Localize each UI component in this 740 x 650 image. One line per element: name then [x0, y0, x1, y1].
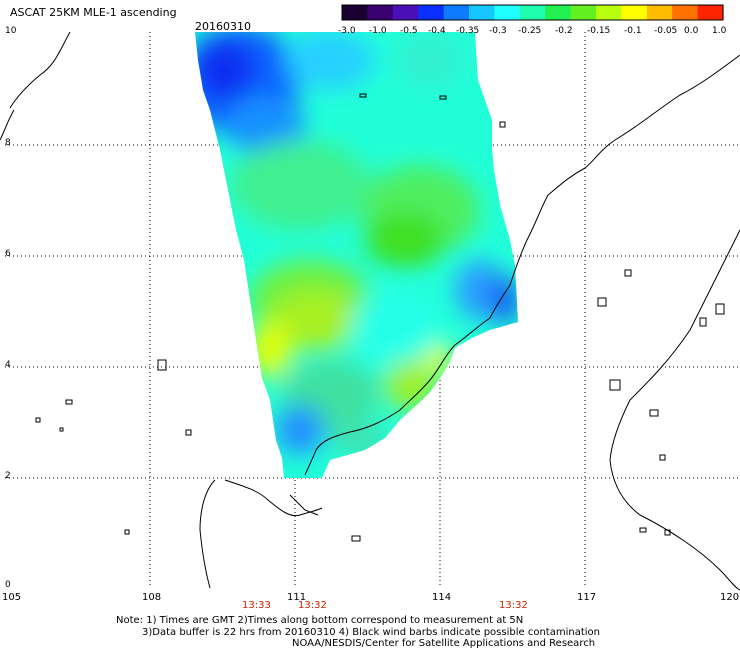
colorbar-tick-label: -0.4: [428, 26, 446, 36]
colorbar-segment: [443, 5, 470, 20]
colorbar-tick-label: -0.35: [456, 26, 480, 36]
colorbar-tick-label: -0.1: [624, 26, 642, 36]
colorbar-segment: [418, 5, 445, 20]
lat-tick-label: 4: [5, 360, 11, 370]
lon-tick-label: 117: [577, 592, 597, 603]
colorbar-tick-label: -0.25: [518, 26, 542, 36]
note-line-1: Note: 1) Times are GMT 2)Times along bot…: [116, 615, 524, 626]
colorbar-segment: [646, 5, 673, 20]
lon-tick-label: 111: [287, 592, 307, 603]
colorbar: [341, 4, 724, 21]
colorbar-segment: [570, 5, 597, 20]
colorbar-segment: [367, 5, 394, 20]
colorbar-segment: [672, 5, 699, 20]
colorbar-tick-label: -3.0: [338, 26, 356, 36]
colorbar-segment: [392, 5, 419, 20]
colorbar-segment: [621, 5, 648, 20]
note-line-2: 3)Data buffer is 22 hrs from 20160310 4)…: [142, 627, 600, 638]
colorbar-segment: [469, 5, 495, 20]
colorbar-segment: [342, 5, 368, 20]
lon-tick-label: 120: [720, 592, 740, 603]
colorbar-tick-label: -0.3: [489, 26, 507, 36]
lat-tick-label: 2: [5, 471, 11, 481]
colorbar-tick-label: -0.5: [400, 26, 418, 36]
map-date: 20160310: [195, 20, 251, 33]
note-line-3: NOAA/NESDIS/Center for Satellite Applica…: [292, 638, 596, 649]
lat-tick-label: 10: [5, 26, 17, 36]
lat-tick-label: 8: [5, 138, 11, 148]
colorbar-tick-label: -1.0: [369, 26, 387, 36]
colorbar-tick-label: -0.15: [587, 26, 611, 36]
lon-tick-label: 108: [142, 592, 162, 603]
colorbar-tick-label: -0.05: [654, 26, 678, 36]
colorbar-segment: [697, 5, 724, 20]
lat-tick-label: 6: [5, 249, 11, 259]
islands: [35, 93, 725, 542]
pass-time-label: 13:33: [242, 600, 271, 611]
map-title: ASCAT 25KM MLE-1 ascending: [10, 6, 177, 19]
coastlines: [0, 31, 740, 591]
colorbar-border: [341, 4, 724, 21]
colorbar-tick-label: 1.0: [712, 26, 727, 36]
colorbar-tick-label: -0.2: [555, 26, 573, 36]
lat-tick-label: 0: [5, 580, 11, 590]
scatterometer-swath: [195, 32, 518, 478]
colorbar-tick-label: 0.0: [684, 26, 699, 36]
lon-tick-label: 105: [2, 592, 22, 603]
pass-time-label: 13:32: [499, 600, 528, 611]
lon-tick-label: 114: [432, 592, 452, 603]
colorbar-segment: [519, 5, 546, 20]
colorbar-segment: [494, 5, 521, 20]
pass-time-label: 13:32: [298, 600, 327, 611]
colorbar-segment: [545, 5, 572, 20]
colorbar-segment: [596, 5, 622, 20]
